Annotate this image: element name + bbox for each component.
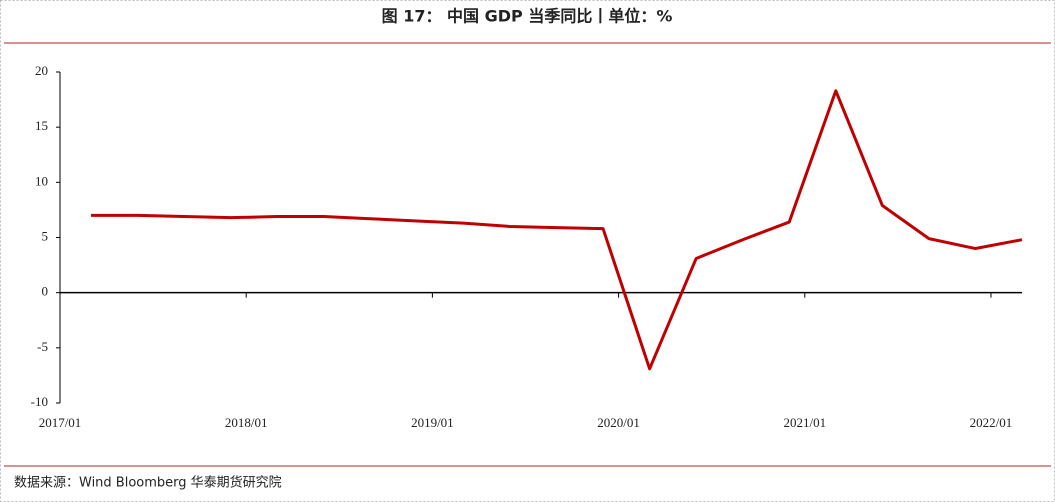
y-tick-label: 0 (42, 284, 49, 299)
y-tick-label: 5 (42, 228, 49, 243)
chart-title: 图 17： 中国 GDP 当季同比丨单位：% (382, 7, 673, 26)
y-tick-label: 15 (35, 118, 48, 133)
y-tick-label: -5 (37, 339, 48, 354)
x-tick-label: 2020/01 (597, 415, 640, 430)
y-tick-label: -10 (31, 394, 48, 409)
x-tick-label: 2019/01 (411, 415, 454, 430)
x-tick-label: 2021/01 (783, 415, 826, 430)
x-tick-label: 2017/01 (39, 415, 82, 430)
source: 数据来源：Wind Bloomberg 华泰期货研究院 (14, 475, 282, 491)
y-tick-label: 20 (35, 63, 48, 78)
y-tick-label: 10 (35, 173, 48, 188)
x-tick-label: 2018/01 (225, 415, 268, 430)
line-series (91, 89, 1023, 371)
x-tick-label: 2022/01 (970, 415, 1013, 430)
